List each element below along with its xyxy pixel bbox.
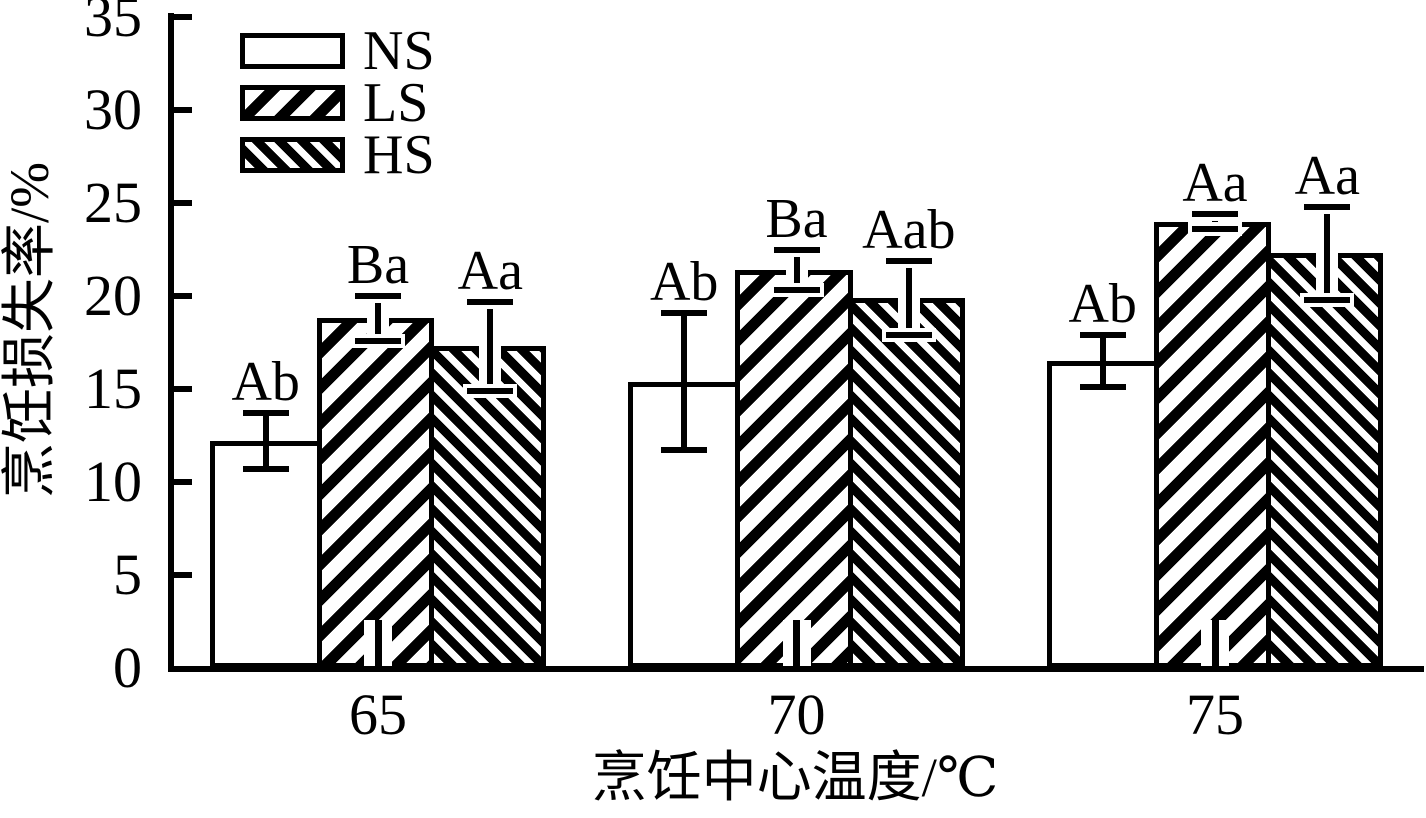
significance-label: Ab [1068, 273, 1137, 336]
y-tick-35 [174, 14, 192, 20]
x-tick-65 [374, 620, 382, 668]
legend-entry-NS: NS [240, 20, 435, 82]
legend-swatch-HS [240, 137, 345, 173]
legend: NS LS HS [240, 20, 435, 186]
significance-label: Ab [649, 250, 719, 313]
legend-label-HS: HS [363, 124, 435, 186]
error-bar-HS-70 [897, 260, 920, 336]
y-tick-25 [174, 200, 192, 206]
significance-label: Ab [231, 351, 300, 414]
bar-LS-75 [1153, 221, 1272, 668]
y-tick-10 [174, 479, 192, 485]
y-tick-label-15: 15 [84, 356, 142, 421]
error-cap-top [661, 309, 708, 316]
y-tick-label-25: 25 [84, 170, 142, 235]
error-cap-bottom [1188, 222, 1242, 237]
error-cap-top [769, 242, 824, 257]
bar-HS-65 [429, 346, 547, 668]
error-cap-top [1079, 332, 1126, 339]
y-tick-label-0: 0 [113, 635, 142, 700]
error-bar-LS-70 [785, 249, 808, 291]
significance-label: Ba [346, 234, 410, 296]
error-bar-NS-75 [1099, 335, 1106, 388]
error-bar-LS-65 [367, 296, 389, 341]
y-tick-label-35: 35 [84, 0, 142, 49]
x-tick-label-75: 75 [1186, 682, 1244, 747]
x-tick-label-70: 70 [767, 682, 826, 747]
significance-label: Aa [1182, 152, 1248, 215]
x-axis-line [168, 666, 1424, 672]
error-cap-bottom [661, 447, 708, 454]
error-cap-bottom [242, 465, 289, 472]
error-cap-bottom [351, 333, 405, 348]
bar-HS-75 [1266, 253, 1384, 668]
y-tick-5 [174, 572, 192, 578]
error-cap-top [351, 289, 405, 303]
error-cap-top [881, 253, 936, 268]
bar-LS-70 [735, 269, 853, 668]
legend-swatch-NS [240, 33, 345, 69]
error-bar-HS-75 [1316, 206, 1339, 300]
error-cap-top [242, 410, 289, 417]
legend-entry-HS: HS [240, 124, 435, 186]
error-bar-NS-70 [681, 312, 688, 451]
legend-label-LS: LS [363, 72, 429, 134]
bar-NS-75 [1046, 361, 1159, 668]
significance-label: Aa [1294, 144, 1360, 207]
legend-swatch-LS [240, 85, 345, 121]
significance-label: Aa [457, 239, 523, 302]
legend-entry-LS: LS [240, 72, 435, 134]
bar-LS-65 [316, 318, 435, 668]
y-axis-line [168, 13, 174, 672]
y-tick-30 [174, 107, 192, 113]
significance-label: Aab [862, 198, 956, 261]
x-tick-label-65: 65 [349, 682, 407, 747]
error-bar-HS-65 [479, 301, 502, 391]
significance-label: Ba [765, 187, 828, 250]
error-bar-NS-65 [262, 413, 269, 469]
y-tick-20 [174, 293, 192, 299]
y-tick-label-30: 30 [84, 77, 142, 142]
x-tick-70 [793, 620, 800, 668]
error-cap-bottom [881, 328, 936, 343]
error-cap-bottom [463, 383, 518, 398]
bar-NS-65 [209, 441, 322, 668]
y-tick-15 [174, 386, 192, 392]
legend-label-NS: NS [363, 20, 435, 82]
error-cap-bottom [1300, 292, 1355, 307]
y-tick-label-10: 10 [84, 449, 142, 514]
x-tick-75 [1211, 620, 1219, 668]
error-cap-top [463, 294, 518, 309]
y-tick-label-20: 20 [84, 263, 142, 328]
bar-HS-70 [847, 297, 965, 668]
error-cap-bottom [1079, 384, 1126, 391]
x-axis-title: 烹饪中心温度/℃ [591, 747, 999, 808]
error-cap-top [1300, 199, 1355, 214]
error-cap-bottom [769, 283, 824, 298]
error-cap-top [1188, 207, 1242, 222]
y-tick-label-5: 5 [113, 542, 142, 607]
